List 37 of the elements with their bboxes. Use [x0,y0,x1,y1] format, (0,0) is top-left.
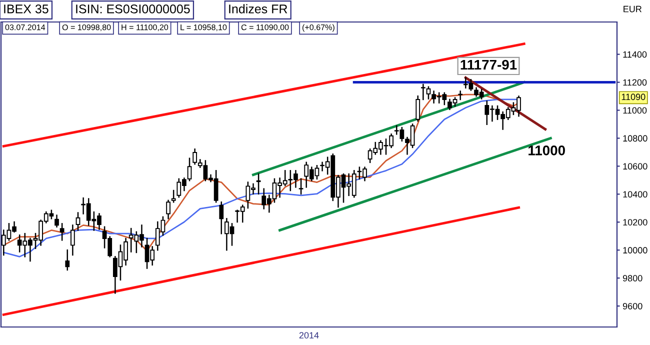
y-tick-label: 11000 [623,107,647,114]
candlestick [219,201,224,234]
annotation: (+0.67%) [302,24,334,32]
y-tick-label: 10600 [623,163,648,170]
annotation: 11090 [622,94,646,100]
chart-title: IBEX 35 [4,4,48,14]
y-tick-label: 10200 [623,219,648,226]
candlestick [166,200,170,220]
candlestick [76,212,80,231]
candlestick [65,249,70,271]
candlestick [70,224,75,256]
candlestick [298,178,304,194]
candlestick [171,190,176,203]
candlestick [416,95,420,122]
y-tick-label: 9800 [622,275,642,282]
annotation: C = 11090,00 [241,24,289,32]
annotation: 11000 [528,146,565,156]
y-tick-label: 11400 [623,51,647,58]
y-axis-title: EUR [624,6,642,12]
candlestick [54,214,59,228]
candlestick [60,223,64,241]
x-axis-title: 2014 [299,332,319,338]
annotation: 11177-91 [460,60,517,70]
annotation: O = 10998,80 [62,24,111,32]
annotation: L = 10958,10 [180,24,227,32]
text: Indizes FR [229,4,288,14]
y-tick-label: 10800 [623,135,648,142]
y-tick-label: 10400 [623,191,648,198]
y-tick-label: 10000 [623,247,648,254]
chart-subtitle: ISIN: ES0SI0000005 [76,4,190,14]
candlestick [458,90,463,100]
candlestick [420,84,426,100]
annotation: 03.07.2014 [5,24,46,30]
candlestick [256,173,261,194]
y-tick-label: 11200 [623,79,647,86]
y-tick-label: 9600 [622,302,642,310]
annotation: H = 11100,20 [122,24,168,32]
